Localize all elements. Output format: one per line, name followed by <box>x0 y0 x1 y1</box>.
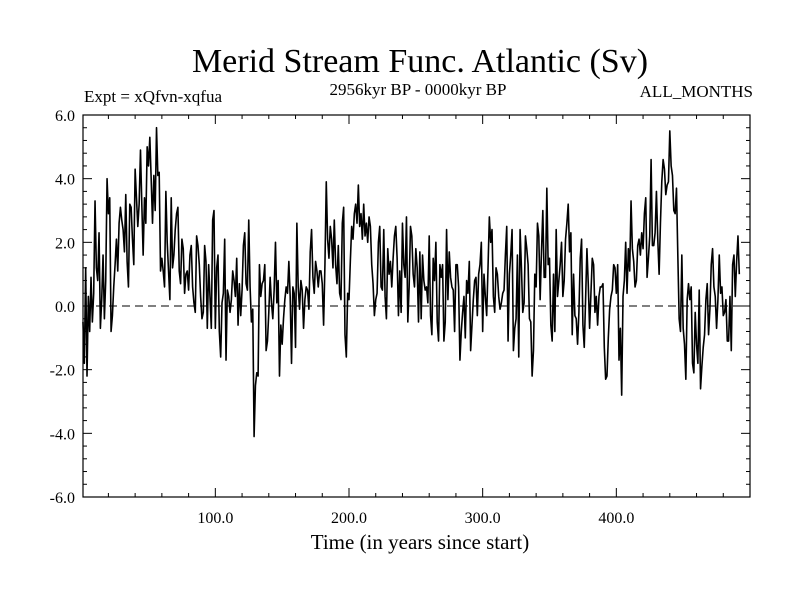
y-tick-label: -2.0 <box>50 363 75 380</box>
x-tick-label: 400.0 <box>598 510 634 527</box>
x-tick-label: 300.0 <box>465 510 501 527</box>
plot-frame <box>82 114 751 498</box>
y-tick-label: -4.0 <box>50 426 75 443</box>
series-line <box>82 126 741 438</box>
x-axis-label: Time (in years since start) <box>311 530 530 554</box>
y-tick-label: -6.0 <box>50 490 75 507</box>
y-tick-label: 4.0 <box>55 172 75 189</box>
y-tick-label: 6.0 <box>55 108 75 125</box>
chart-subtitle-center: 2956kyr BP - 0000kyr BP <box>330 80 507 99</box>
x-tick-label: 200.0 <box>331 510 367 527</box>
axes: -6.0 -4.0 -2.0 0.0 2.0 4.0 6.0 100.0 200.0 300.0 4… <box>50 108 750 527</box>
y-tick-label: 2.0 <box>55 235 75 252</box>
series-group <box>82 126 741 438</box>
chart-subtitle-left: Expt = xQfvn-xqfua <box>84 87 222 106</box>
chart-subtitle-right: ALL_MONTHS <box>640 82 753 101</box>
chart-title: Merid Stream Func. Atlantic (Sv) <box>192 43 648 80</box>
y-tick-label: 0.0 <box>55 299 75 316</box>
x-tick-label: 100.0 <box>197 510 233 527</box>
